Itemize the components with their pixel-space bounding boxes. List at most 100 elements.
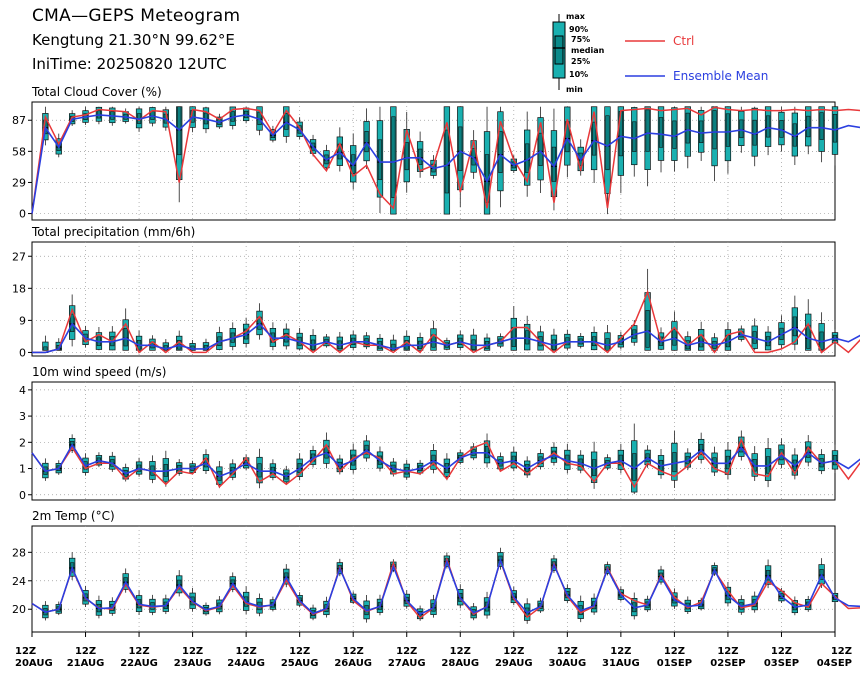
xtick-date-label: 22AUG [120, 658, 158, 669]
xtick-hour-label: 12Z [503, 646, 524, 657]
ensemble-box [149, 594, 156, 616]
legend-median-label: median [571, 46, 605, 55]
xtick-hour-label: 12Z [343, 646, 364, 657]
ensemble-box [617, 443, 625, 474]
ytick-label: 4 [19, 384, 26, 397]
ensemble-box [724, 106, 732, 174]
ensemble-box [430, 444, 437, 474]
ytick-label: 0 [19, 208, 26, 221]
xtick-hour-label: 12Z [664, 646, 685, 657]
ensemble-box [711, 106, 718, 182]
ensemble-box [470, 443, 477, 461]
ensemble-box [336, 331, 343, 351]
legend-p10-label: 10% [569, 70, 588, 79]
wind-speed-frame [31, 381, 836, 501]
ensemble-box [577, 332, 584, 349]
ensemble-box [149, 455, 156, 484]
xtick-date-label: 29AUG [495, 658, 533, 669]
wind-speed-title: 10m wind speed (m/s) [32, 365, 166, 379]
ensemble-box [350, 330, 357, 351]
xtick-hour-label: 12Z [610, 646, 631, 657]
ensemble-box [470, 328, 477, 351]
ensemble-box [296, 328, 303, 351]
precipitation-mean-line [32, 322, 860, 354]
xtick-hour-label: 12Z [450, 646, 471, 657]
ytick-label: 27 [12, 250, 26, 263]
box-legend: max 90% 75% median 25% 10% min [552, 12, 605, 94]
ytick-label: 2 [19, 436, 26, 449]
ensemble-box [778, 315, 785, 350]
ensemble-box [818, 106, 825, 163]
legend-p75-label: 75% [571, 35, 590, 44]
xtick-date-label: 24AUG [227, 658, 265, 669]
ensemble-box [524, 111, 531, 197]
xtick-hour-label: 12Z [831, 646, 852, 657]
ensemble-box [631, 106, 638, 177]
init-time-label: IniTime: 20250820 12UTC [32, 55, 227, 73]
ensemble-box [831, 106, 839, 166]
ytick-label: 87 [12, 114, 26, 127]
xtick-hour-label: 12Z [771, 646, 792, 657]
ensemble-box [831, 444, 839, 473]
xtick-date-label: 04SEP [817, 658, 852, 669]
precipitation-title: Total precipitation (mm/6h) [31, 225, 195, 239]
cloud-cover-ctrl-line [31, 106, 860, 214]
xtick-hour-label: 12Z [289, 646, 310, 657]
temperature-mean-line [31, 557, 860, 616]
wind-speed-panel: 10m wind speed (m/s) 0 1 2 3 4 [19, 365, 860, 502]
ensemble-box [644, 106, 651, 187]
ensemble-box [671, 106, 678, 172]
ensemble-box [457, 330, 464, 351]
ensemble-box [671, 311, 678, 351]
ensemble-box [590, 106, 598, 183]
ensemble-box [550, 328, 558, 351]
ensemble-box [483, 333, 491, 351]
line-legend: Ctrl Ensemble Mean [625, 34, 768, 83]
ensemble-box [751, 106, 758, 167]
ensemble-box [524, 315, 531, 351]
time-axis: 12Z20AUG12Z21AUG12Z22AUG12Z23AUG12Z24AUG… [15, 632, 852, 669]
ensemble-box [764, 437, 772, 488]
ytick-label: 9 [19, 314, 26, 327]
ensemble-box [363, 435, 370, 462]
xtick-date-label: 27AUG [388, 658, 426, 669]
ytick-label: 20 [12, 603, 26, 616]
ensemble-box [443, 106, 451, 215]
xtick-hour-label: 12Z [15, 646, 36, 657]
xtick-date-label: 01SEP [657, 658, 692, 669]
ensemble-box [109, 451, 116, 472]
ensemble-box [376, 333, 384, 351]
xtick-hour-label: 12Z [396, 646, 417, 657]
legend-ctrl-label: Ctrl [673, 34, 694, 48]
xtick-date-label: 20AUG [15, 658, 53, 669]
cloud-cover-panel: Total Cloud Cover (%) 0 29 58 87 [12, 85, 860, 221]
ensemble-box [95, 452, 103, 468]
ensemble-box [590, 326, 598, 351]
xtick-hour-label: 12Z [128, 646, 149, 657]
ensemble-box [791, 295, 798, 351]
ensemble-box [805, 106, 812, 155]
ensemble-box [416, 332, 424, 351]
ytick-label: 3 [19, 410, 26, 423]
xtick-date-label: 25AUG [281, 658, 319, 669]
xtick-date-label: 21AUG [67, 658, 105, 669]
ensemble-box [671, 430, 678, 489]
meteogram-title: CMA—GEPS Meteogram [32, 6, 241, 26]
ensemble-box [363, 332, 370, 350]
ytick-label: 28 [12, 546, 26, 559]
ensemble-box [363, 108, 370, 169]
ytick-label: 24 [12, 575, 26, 588]
ytick-label: 18 [12, 282, 26, 295]
ensemble-box [644, 268, 651, 351]
ensemble-box [510, 446, 517, 472]
precipitation-frame [31, 241, 836, 357]
xtick-date-label: 30AUG [548, 658, 586, 669]
ensemble-box [95, 327, 103, 351]
ensemble-box [309, 329, 317, 351]
legend-p90-label: 90% [569, 25, 588, 34]
temperature-title: 2m Temp (°C) [32, 509, 115, 523]
ensemble-box [764, 326, 772, 351]
ensemble-box [122, 108, 129, 124]
ensemble-box [42, 335, 49, 353]
